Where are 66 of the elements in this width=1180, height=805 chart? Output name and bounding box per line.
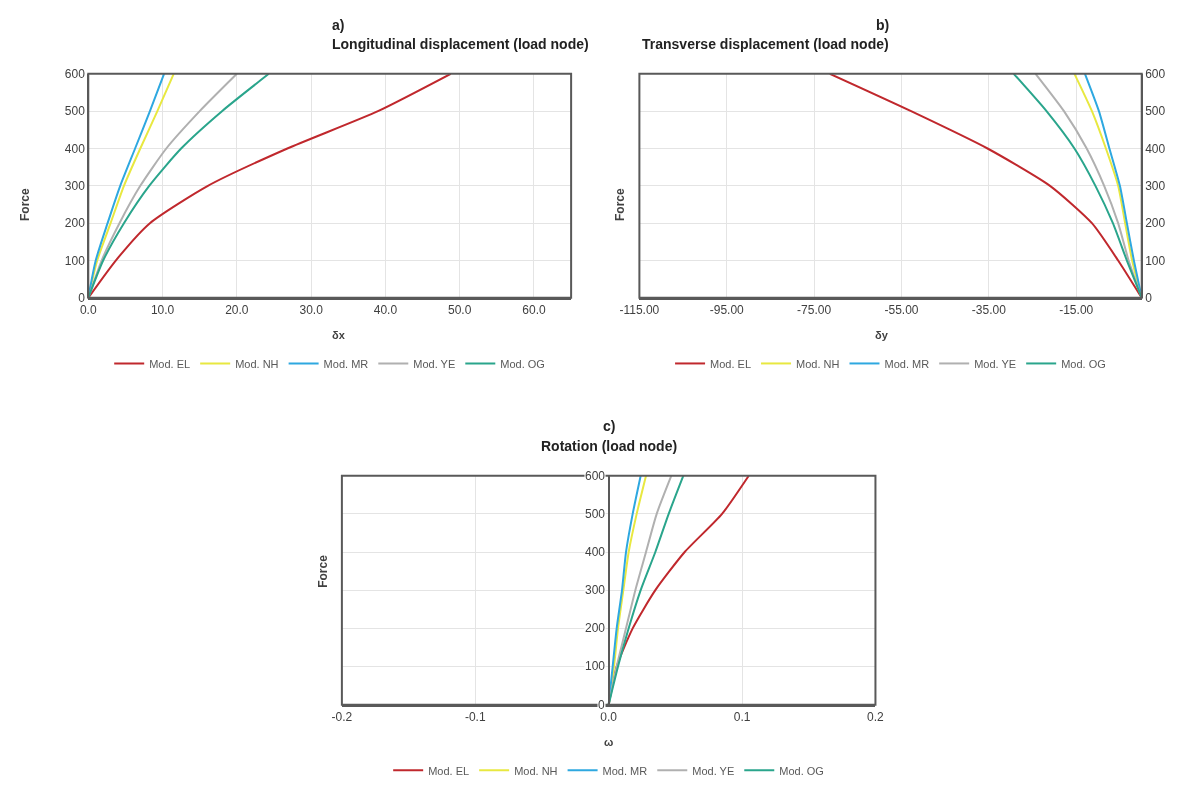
x-tick-label: -115.00: [619, 303, 660, 318]
y-axis-title: Force: [18, 187, 33, 221]
y-tick-label: 200: [64, 216, 86, 231]
legend-label: Mod. OG: [779, 764, 824, 777]
legend-label: Mod. MR: [884, 357, 930, 370]
x-tick-label: 60.0: [522, 303, 546, 318]
y-tick-label: 600: [1145, 67, 1166, 82]
chart-subtitle: Transverse displacement (load node): [642, 36, 889, 52]
y-tick-label: 200: [1145, 216, 1166, 231]
legend-label: Mod. NH: [235, 357, 279, 370]
legend-label: Mod. EL: [149, 357, 191, 370]
legend-label: Mod. MR: [323, 357, 369, 370]
x-tick-label: 0.0: [79, 303, 97, 318]
legend-label: Mod. YE: [974, 357, 1017, 370]
y-axis-title: Force: [316, 554, 331, 588]
y-tick-label: 100: [585, 659, 606, 673]
chart-subtitle: Rotation (load node): [541, 438, 678, 454]
y-tick-label: 300: [585, 583, 606, 597]
y-tick-label: 300: [64, 179, 86, 194]
y-tick-label: 0: [598, 698, 605, 712]
x-axis-title: δx: [332, 329, 346, 341]
y-tick-label: 500: [64, 104, 86, 119]
y-tick-label: 0: [78, 291, 86, 306]
x-tick-label: -15.00: [1059, 303, 1094, 318]
y-tick-label: 200: [585, 621, 606, 635]
x-axis-title: δy: [875, 329, 889, 341]
chart-subtitle: Longitudinal displacement (load node): [332, 36, 589, 52]
y-tick-label: 500: [585, 507, 606, 521]
x-tick-label: 10.0: [150, 303, 175, 318]
y-axis-title: Force: [613, 187, 628, 221]
x-tick-label: -55.00: [884, 303, 919, 318]
chart-title: b): [876, 17, 890, 33]
x-tick-label: -35.00: [971, 303, 1007, 318]
x-tick-label: 40.0: [373, 303, 398, 318]
y-tick-label: 600: [585, 469, 606, 483]
y-tick-label: 0: [1145, 291, 1153, 306]
y-tick-label: 400: [585, 545, 606, 559]
x-tick-label: 20.0: [225, 303, 249, 318]
x-tick-label: 0.1: [733, 710, 751, 725]
y-tick-label: 400: [1145, 141, 1166, 156]
legend-label: Mod. NH: [514, 764, 558, 777]
y-tick-label: 300: [1145, 179, 1166, 194]
legend-label: Mod. OG: [500, 357, 545, 370]
y-tick-label: 400: [64, 141, 86, 156]
y-tick-label: 600: [64, 67, 86, 82]
legend-label: Mod. YE: [413, 357, 456, 370]
chart-title: c): [603, 418, 616, 434]
legend-label: Mod. NH: [796, 357, 840, 370]
legend-label: Mod. MR: [602, 764, 648, 777]
legend-label: Mod. EL: [710, 357, 752, 370]
legend-label: Mod. EL: [428, 764, 470, 777]
chart-title: a): [332, 17, 345, 33]
x-tick-label: -0.1: [464, 710, 486, 725]
x-tick-label: -95.00: [709, 303, 745, 318]
legend-label: Mod. YE: [692, 764, 735, 777]
x-tick-label: 0.0: [600, 710, 618, 725]
y-tick-label: 500: [1145, 104, 1166, 119]
x-tick-label: -0.2: [331, 710, 353, 725]
x-axis-title: ω: [604, 736, 614, 748]
x-tick-label: 50.0: [448, 303, 472, 318]
y-tick-label: 100: [64, 253, 86, 268]
x-tick-label: 30.0: [299, 303, 324, 318]
legend-label: Mod. OG: [1061, 357, 1106, 370]
x-tick-label: 0.2: [867, 710, 885, 725]
y-tick-label: 100: [1145, 253, 1166, 268]
x-tick-label: -75.00: [797, 303, 832, 318]
